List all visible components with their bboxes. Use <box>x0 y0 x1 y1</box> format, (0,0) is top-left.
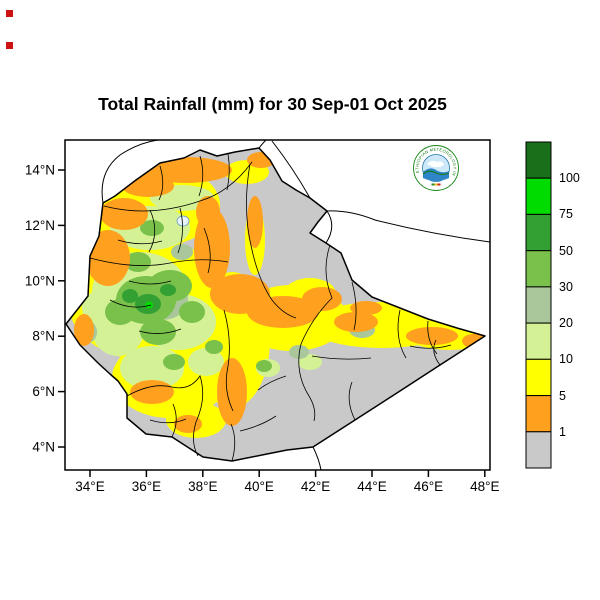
legend-cell <box>525 177 552 215</box>
x-axis-tick-label: 36°E <box>132 479 161 494</box>
red-marker <box>6 10 13 17</box>
legend-cell <box>525 213 552 252</box>
legend-label: 5 <box>559 389 566 403</box>
lake-tana <box>176 215 190 227</box>
legend-cell <box>525 395 552 433</box>
country-border <box>65 147 486 462</box>
red-marker <box>6 42 13 49</box>
x-axis-tick-label: 38°E <box>188 479 217 494</box>
admin-boundaries <box>89 153 452 462</box>
x-axis-tick-label: 40°E <box>244 479 273 494</box>
y-axis-tick-label: 12°N <box>25 218 55 233</box>
y-axis-tick-label: 6°N <box>32 384 55 399</box>
legend-label: 100 <box>559 171 580 185</box>
legend-label: 75 <box>559 207 573 221</box>
y-axis-tick-label: 14°N <box>25 163 55 178</box>
legend-cell <box>525 141 552 179</box>
x-axis-tick-label: 42°E <box>301 479 330 494</box>
x-axis: 34°E 36°E 38°E 40°E 42°E 44°E 46°E 48°E <box>75 470 500 494</box>
y-axis-tick-label: 4°N <box>32 440 55 455</box>
x-axis-tick-label: 46°E <box>414 479 443 494</box>
map-frame <box>64 139 491 471</box>
legend-cell <box>525 250 552 288</box>
ethiopian-meteorology-institute-logo: ETHIOPIAN METEOROLOGY INSTITUTE <box>413 145 459 191</box>
x-axis-tick-label: 34°E <box>75 479 104 494</box>
chart-title: Total Rainfall (mm) for 30 Sep-01 Oct 20… <box>98 94 447 114</box>
y-axis: 14°N 12°N 10°N 8°N 6°N 4°N <box>25 163 65 455</box>
legend-label: 10 <box>559 352 573 366</box>
x-axis-tick-label: 48°E <box>470 479 499 494</box>
legend-cell <box>525 431 552 469</box>
rain-75-100 <box>145 301 153 309</box>
y-axis-tick-label: 8°N <box>32 329 55 344</box>
neighbor-boundaries <box>101 139 491 471</box>
x-axis-tick-label: 44°E <box>357 479 386 494</box>
legend-cell <box>525 358 552 397</box>
legend-cell <box>525 322 552 360</box>
legend-label: 50 <box>559 244 573 258</box>
legend-label: 1 <box>559 425 566 439</box>
legend-label: 20 <box>559 316 573 330</box>
legend-label: 30 <box>559 280 573 294</box>
legend-cell <box>525 286 552 324</box>
y-axis-tick-label: 10°N <box>25 273 55 288</box>
rain-1-5 <box>74 152 485 433</box>
legend-colorbar: 100 75 50 30 20 10 5 1 <box>525 141 580 469</box>
